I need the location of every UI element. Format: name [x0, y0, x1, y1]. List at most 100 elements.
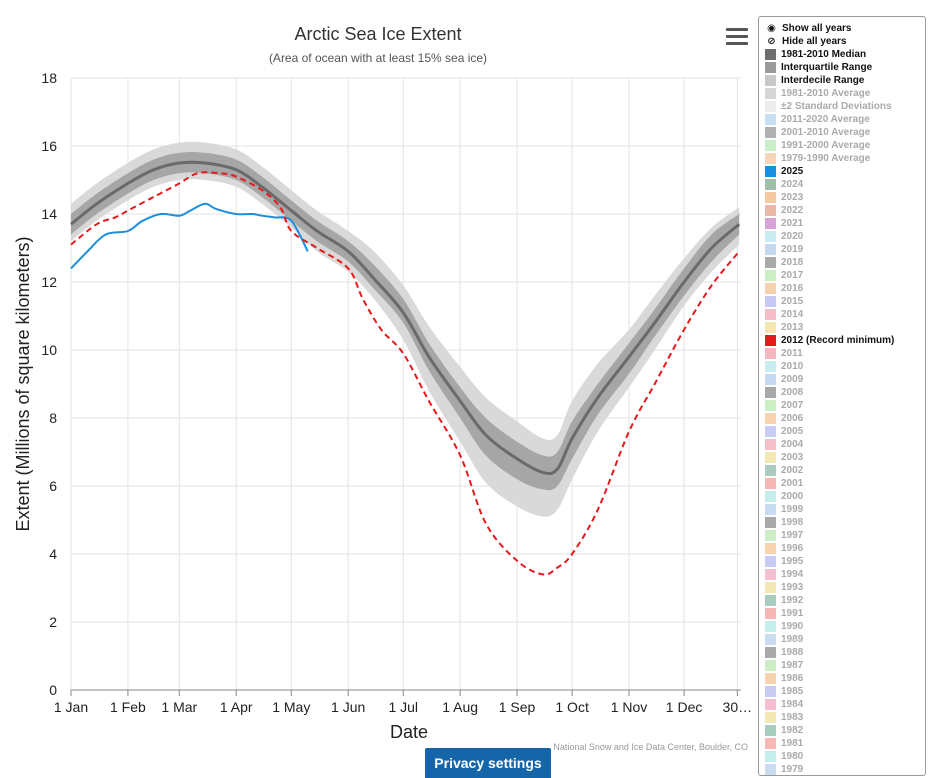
- legend-item[interactable]: 1991: [765, 607, 925, 620]
- legend-label: 2015: [781, 296, 804, 307]
- legend-label: 1993: [781, 582, 804, 593]
- series-lines: [70, 160, 741, 576]
- legend-item[interactable]: 2016: [765, 282, 925, 295]
- legend-label: 2017: [781, 270, 804, 281]
- legend-label: 1998: [781, 517, 804, 528]
- legend-item[interactable]: Interdecile Range: [765, 74, 925, 87]
- legend-item[interactable]: 1986: [765, 672, 925, 685]
- legend-item[interactable]: 2005: [765, 425, 925, 438]
- legend-item[interactable]: 1991-2000 Average: [765, 139, 925, 152]
- legend-item[interactable]: ±2 Standard Deviations: [765, 100, 925, 113]
- legend-item[interactable]: 1981-2010 Average: [765, 87, 925, 100]
- legend-item[interactable]: 2011-2020 Average: [765, 113, 925, 126]
- legend-swatch: [765, 595, 776, 606]
- menu-bar: [726, 42, 748, 45]
- legend-item[interactable]: 2017: [765, 269, 925, 282]
- legend-item[interactable]: 2009: [765, 373, 925, 386]
- legend-label: 2006: [781, 413, 804, 424]
- credit-text: National Snow and Ice Data Center, Bould…: [553, 742, 748, 752]
- legend-item[interactable]: 2001-2010 Average: [765, 126, 925, 139]
- legend-item[interactable]: 2013: [765, 321, 925, 334]
- x-axis-title: Date: [390, 722, 428, 742]
- legend-swatch: [765, 543, 776, 554]
- legend-swatch: [765, 452, 776, 463]
- legend-item[interactable]: 1983: [765, 711, 925, 724]
- y-axis-title: Extent (Millions of square kilometers): [13, 236, 33, 531]
- legend-item[interactable]: 1979: [765, 763, 925, 775]
- legend-item[interactable]: 1997: [765, 529, 925, 542]
- legend-swatch: [765, 62, 776, 73]
- legend-label: 2014: [781, 309, 804, 320]
- legend-swatch: [765, 426, 776, 437]
- legend-swatch: [765, 530, 776, 541]
- legend-item[interactable]: 1989: [765, 633, 925, 646]
- legend-item[interactable]: 2015: [765, 295, 925, 308]
- legend-swatch: [765, 439, 776, 450]
- legend-item[interactable]: 2018: [765, 256, 925, 269]
- y-tick-label: 16: [41, 138, 57, 154]
- legend-swatch: [765, 101, 776, 112]
- legend-item[interactable]: 2020: [765, 230, 925, 243]
- legend-swatch: [765, 712, 776, 723]
- legend-item[interactable]: 1987: [765, 659, 925, 672]
- chart-menu-button[interactable]: [726, 28, 748, 48]
- legend-item[interactable]: 1985: [765, 685, 925, 698]
- legend-item[interactable]: 1990: [765, 620, 925, 633]
- legend-item[interactable]: 1979-1990 Average: [765, 152, 925, 165]
- legend-item[interactable]: 2014: [765, 308, 925, 321]
- legend-item[interactable]: 2021: [765, 217, 925, 230]
- legend-item[interactable]: 2025: [765, 165, 925, 178]
- legend-item[interactable]: 1998: [765, 516, 925, 529]
- legend-item[interactable]: 2024: [765, 178, 925, 191]
- hide-all-years-button[interactable]: ⊘ Hide all years: [765, 35, 925, 48]
- legend-swatch: [765, 400, 776, 411]
- legend-item[interactable]: 2003: [765, 451, 925, 464]
- legend-swatch: [765, 504, 776, 515]
- legend-item[interactable]: 2019: [765, 243, 925, 256]
- legend-label: 1985: [781, 686, 804, 697]
- legend-label: 2024: [781, 179, 804, 190]
- legend-item[interactable]: 2008: [765, 386, 925, 399]
- legend-item[interactable]: 1999: [765, 503, 925, 516]
- legend-swatch: [765, 738, 776, 749]
- show-all-years-button[interactable]: ◉ Show all years: [765, 22, 925, 35]
- legend-item[interactable]: 1993: [765, 581, 925, 594]
- legend-item[interactable]: 1994: [765, 568, 925, 581]
- legend-item[interactable]: 1981: [765, 737, 925, 750]
- legend-label: 2023: [781, 192, 804, 203]
- x-tick-label: 1 Sep: [499, 699, 536, 715]
- privacy-settings-button[interactable]: Privacy settings: [425, 748, 551, 778]
- legend-swatch: [765, 75, 776, 86]
- legend-label: 2008: [781, 387, 804, 398]
- legend-item[interactable]: 1995: [765, 555, 925, 568]
- x-tick-label: 1 Apr: [220, 699, 253, 715]
- legend-item[interactable]: 2004: [765, 438, 925, 451]
- show-all-label: Show all years: [782, 23, 852, 34]
- legend-label: 2011-2020 Average: [781, 114, 870, 125]
- legend-item[interactable]: 1984: [765, 698, 925, 711]
- legend-item[interactable]: 2023: [765, 191, 925, 204]
- legend-swatch: [765, 413, 776, 424]
- legend-swatch: [765, 179, 776, 190]
- legend-item[interactable]: 2011: [765, 347, 925, 360]
- record-2012-line: [70, 171, 740, 576]
- legend-item[interactable]: 2002: [765, 464, 925, 477]
- legend-item[interactable]: 2010: [765, 360, 925, 373]
- legend-item[interactable]: 1981-2010 Median: [765, 48, 925, 61]
- legend-swatch: [765, 114, 776, 125]
- legend-label: 2011: [781, 348, 803, 359]
- axes: 0 2 4 6 8 10 12 14 16 18 1 Jan 1 Feb 1 Mar 1 Apr 1 May…: [41, 70, 752, 715]
- legend-item[interactable]: 1996: [765, 542, 925, 555]
- legend-item[interactable]: 2007: [765, 399, 925, 412]
- legend-item[interactable]: 2001: [765, 477, 925, 490]
- legend-item[interactable]: 1982: [765, 724, 925, 737]
- legend-item[interactable]: 1992: [765, 594, 925, 607]
- legend-item[interactable]: 2022: [765, 204, 925, 217]
- legend-item[interactable]: 1988: [765, 646, 925, 659]
- legend-item[interactable]: 1980: [765, 750, 925, 763]
- legend-item[interactable]: Interquartile Range: [765, 61, 925, 74]
- legend-item[interactable]: 2006: [765, 412, 925, 425]
- legend-item[interactable]: 2012 (Record minimum): [765, 334, 925, 347]
- legend-label: 2025: [781, 166, 804, 177]
- legend-item[interactable]: 2000: [765, 490, 925, 503]
